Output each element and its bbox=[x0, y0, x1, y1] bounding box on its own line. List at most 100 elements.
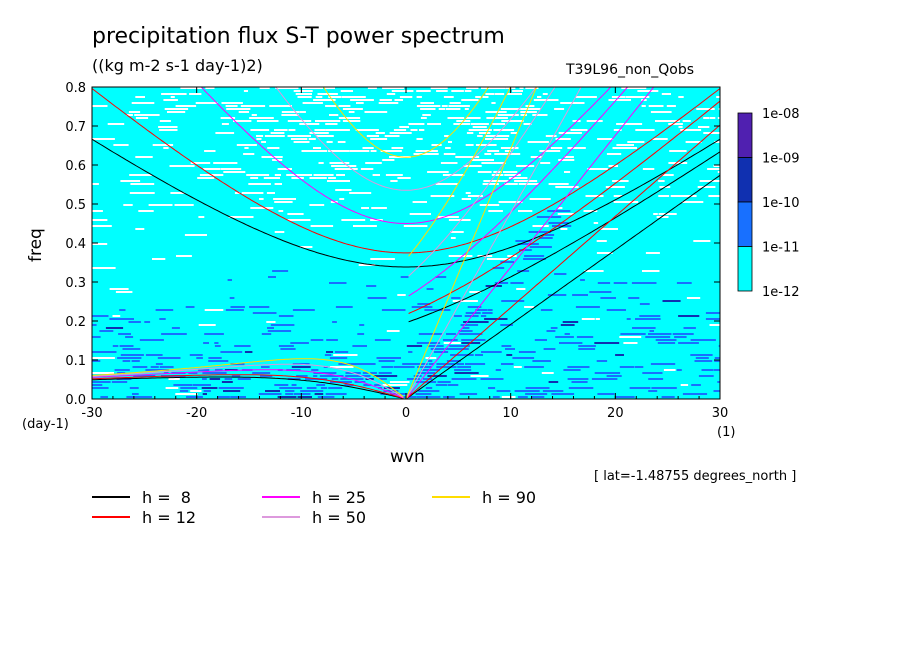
heatmap-cell bbox=[591, 378, 618, 380]
heatmap-cell bbox=[92, 387, 109, 389]
legend-label: h = 8 bbox=[142, 488, 191, 507]
heatmap-cell bbox=[120, 180, 141, 182]
heatmap-cell bbox=[263, 177, 280, 179]
heatmap-cell bbox=[204, 150, 216, 152]
heatmap-cell bbox=[514, 390, 540, 392]
heatmap-cell bbox=[539, 150, 561, 152]
heatmap-cell bbox=[593, 222, 599, 224]
heatmap-cell bbox=[612, 180, 629, 182]
heatmap-cell bbox=[295, 93, 312, 95]
heatmap-cell bbox=[338, 105, 351, 107]
heatmap-cell bbox=[443, 351, 449, 353]
heatmap-cell bbox=[328, 150, 350, 152]
heatmap-cell bbox=[510, 132, 517, 134]
heatmap-cell bbox=[634, 366, 644, 368]
heatmap-cell bbox=[259, 87, 270, 89]
heatmap-cell bbox=[244, 351, 253, 353]
heatmap-cell bbox=[265, 390, 280, 392]
curve-h12-ig bbox=[92, 88, 720, 254]
heatmap-cell bbox=[353, 225, 377, 227]
heatmap-cell bbox=[697, 186, 716, 188]
heatmap-cell bbox=[118, 333, 131, 335]
heatmap-cell bbox=[537, 96, 542, 98]
heatmap-cell bbox=[406, 345, 423, 347]
heatmap-cell bbox=[519, 249, 532, 251]
heatmap-cell bbox=[450, 231, 464, 233]
heatmap-cell bbox=[717, 171, 720, 173]
heatmap-cell bbox=[378, 102, 399, 104]
heatmap-cell bbox=[400, 276, 409, 278]
heatmap-cell bbox=[250, 129, 270, 131]
heatmap-cell bbox=[221, 168, 242, 170]
heatmap-cell bbox=[666, 105, 676, 107]
heatmap-cell bbox=[248, 183, 271, 185]
heatmap-cell bbox=[171, 327, 180, 329]
heatmap-cell bbox=[430, 348, 445, 350]
heatmap-cell bbox=[717, 381, 720, 383]
heatmap-cell bbox=[452, 300, 478, 302]
heatmap-cell bbox=[713, 165, 720, 167]
heatmap-cell bbox=[288, 129, 296, 131]
heatmap-cell bbox=[336, 174, 345, 176]
colorbar-label: 1e-10 bbox=[762, 196, 800, 211]
heatmap-cell bbox=[402, 363, 428, 365]
heatmap-cell bbox=[596, 240, 607, 242]
heatmap-cell bbox=[317, 396, 335, 398]
heatmap-cell bbox=[694, 360, 713, 362]
heatmap-cell bbox=[358, 264, 376, 266]
y-tick-label: 0.1 bbox=[65, 354, 86, 369]
heatmap-cell bbox=[465, 312, 481, 314]
heatmap-cell bbox=[699, 180, 720, 182]
heatmap-cell bbox=[645, 252, 660, 254]
heatmap-cell bbox=[338, 363, 351, 365]
heatmap-cell bbox=[335, 351, 349, 353]
heatmap-cell bbox=[690, 354, 713, 356]
heatmap-cell bbox=[385, 174, 403, 176]
heatmap-cell bbox=[128, 111, 141, 113]
heatmap-cell bbox=[575, 96, 597, 98]
heatmap-cell bbox=[558, 132, 582, 134]
heatmap-cell bbox=[270, 132, 285, 134]
heatmap-cell bbox=[341, 219, 366, 221]
heatmap-cell bbox=[670, 195, 697, 197]
heatmap-cell bbox=[349, 150, 370, 152]
heatmap-cell bbox=[693, 240, 711, 242]
heatmap-cell bbox=[198, 216, 205, 218]
heatmap-cell bbox=[544, 234, 555, 236]
heatmap-cell bbox=[645, 336, 671, 338]
heatmap-cell bbox=[475, 96, 481, 98]
colorbar-swatch bbox=[737, 112, 753, 158]
heatmap-cell bbox=[420, 108, 436, 110]
heatmap-cell bbox=[215, 132, 235, 134]
heatmap-cell bbox=[356, 102, 364, 104]
heatmap-cell bbox=[431, 144, 442, 146]
heatmap-cell bbox=[446, 333, 456, 335]
x-tick-label: 30 bbox=[712, 406, 729, 421]
heatmap-cell bbox=[220, 117, 236, 119]
run-name: T39L96_non_Qobs bbox=[566, 62, 695, 78]
heatmap-cell bbox=[600, 297, 616, 299]
heatmap-cell bbox=[708, 195, 720, 197]
heatmap-cell bbox=[468, 129, 492, 131]
heatmap-cell bbox=[446, 360, 461, 362]
heatmap-cell bbox=[681, 201, 704, 203]
heatmap-cell bbox=[491, 102, 496, 104]
curve-h50-ig bbox=[275, 87, 537, 191]
heatmap-cell bbox=[170, 96, 175, 98]
heatmap-cell bbox=[261, 366, 270, 368]
heatmap-cell bbox=[370, 138, 388, 140]
heatmap-cell bbox=[632, 327, 656, 329]
heatmap-cell bbox=[705, 312, 720, 314]
heatmap-cell bbox=[471, 159, 494, 161]
heatmap-cell bbox=[155, 363, 163, 365]
x-tick-label: -10 bbox=[291, 406, 312, 421]
heatmap-cell bbox=[639, 315, 661, 317]
heatmap-cell bbox=[249, 306, 270, 308]
heatmap-cell bbox=[450, 354, 474, 356]
heatmap-cell bbox=[443, 396, 455, 398]
heatmap-cell bbox=[696, 108, 715, 110]
heatmap-cell bbox=[529, 198, 551, 200]
heatmap-cell bbox=[316, 384, 326, 386]
heatmap-cell bbox=[465, 192, 471, 194]
heatmap-cell bbox=[208, 360, 229, 362]
